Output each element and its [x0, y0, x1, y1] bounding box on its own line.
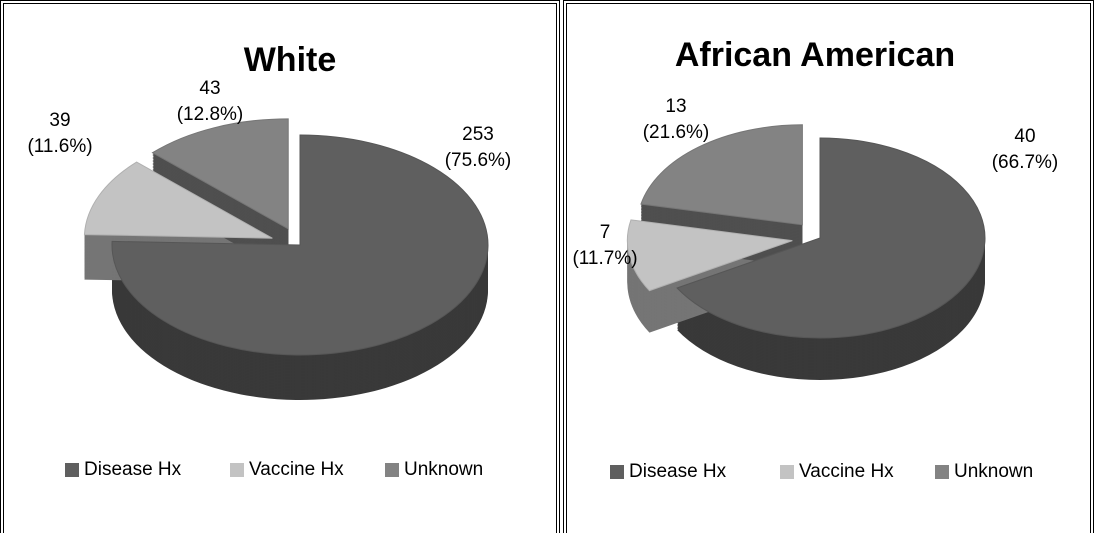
- data-label: 40 (66.7%): [991, 126, 1059, 173]
- legend-label: Unknown: [404, 459, 483, 480]
- pie: [626, 124, 986, 380]
- legend-swatch: [935, 465, 949, 479]
- legend-label: Vaccine Hx: [799, 461, 894, 482]
- legend-swatch: [230, 463, 244, 477]
- data-label: 39 (11.6%): [27, 110, 93, 157]
- data-label: 13 (21.6%): [642, 96, 710, 143]
- legend-swatch: [780, 465, 794, 479]
- chart-title: African American: [675, 36, 955, 74]
- panel: [563, 0, 1094, 533]
- legend-swatch: [610, 465, 624, 479]
- chart-title: White: [244, 41, 337, 79]
- slice: [111, 134, 489, 356]
- data-label: 7 (11.7%): [572, 222, 638, 269]
- legend-swatch: [385, 463, 399, 477]
- pie: [83, 118, 489, 401]
- panel: [0, 0, 560, 533]
- data-label: 43 (12.8%): [176, 78, 244, 125]
- legend-label: Disease Hx: [629, 461, 727, 482]
- slice: [151, 118, 289, 230]
- data-label: 253 (75.6%): [444, 124, 512, 171]
- legend-label: Disease Hx: [84, 459, 182, 480]
- slice: [676, 137, 986, 339]
- legend-label: Vaccine Hx: [249, 459, 344, 480]
- slice: [640, 124, 803, 226]
- slice: [83, 161, 273, 239]
- legend-swatch: [65, 463, 79, 477]
- slice: [626, 219, 793, 292]
- legend-label: Unknown: [954, 461, 1033, 482]
